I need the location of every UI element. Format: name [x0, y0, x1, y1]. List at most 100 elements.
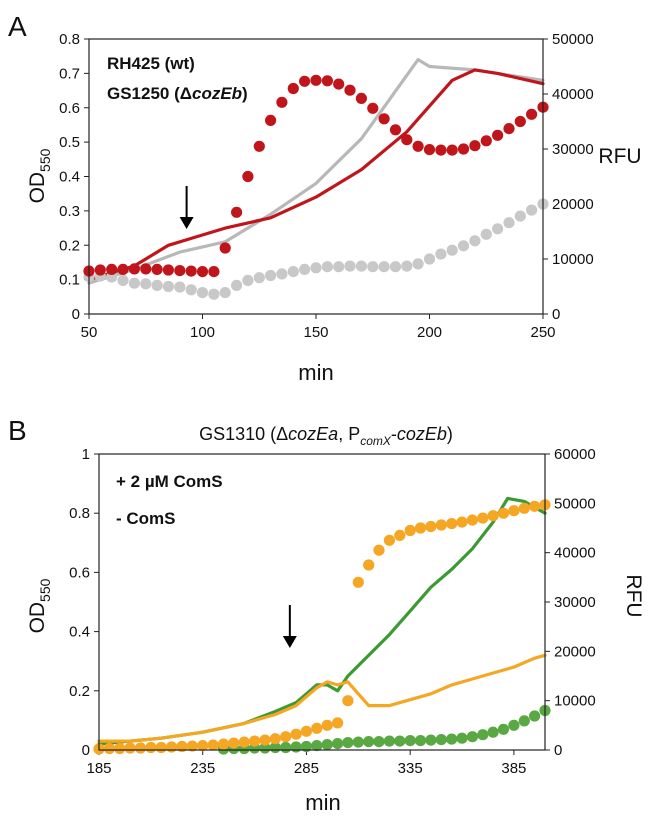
data-point — [466, 514, 478, 526]
data-point — [333, 261, 345, 273]
panel-b-legend-no-coms: - ComS — [116, 509, 176, 528]
data-point — [321, 261, 333, 273]
panel-b-legend-coms: + 2 µM ComS — [116, 472, 223, 491]
data-point — [514, 115, 526, 128]
data-point — [117, 274, 129, 286]
data-point — [242, 274, 254, 286]
data-point — [425, 520, 437, 533]
data-point — [265, 269, 277, 282]
data-point — [208, 266, 220, 278]
x-tick-label: 250 — [530, 324, 555, 341]
data-point — [196, 287, 209, 299]
data-point — [529, 500, 541, 512]
y2-tick-label: 0 — [554, 742, 562, 759]
data-point — [383, 735, 395, 747]
data-point — [414, 735, 427, 747]
data-point — [300, 740, 312, 753]
data-point — [321, 739, 333, 751]
data-point — [238, 736, 250, 748]
y2-tick-label: 40000 — [552, 86, 594, 103]
data-point — [310, 262, 322, 274]
series-points-2 — [217, 704, 551, 755]
data-point — [219, 242, 231, 254]
y2-tick-label: 20000 — [554, 643, 596, 660]
data-point — [128, 263, 140, 275]
data-point — [269, 733, 281, 745]
data-point — [423, 144, 436, 156]
data-point — [477, 512, 489, 524]
y2-tick-label: 0 — [552, 306, 560, 323]
data-point — [508, 719, 520, 731]
arrow-head — [282, 636, 297, 648]
data-point — [412, 258, 424, 270]
y-tick-label: 0.4 — [69, 624, 90, 641]
series-line-0 — [87, 57, 545, 285]
data-point — [518, 502, 530, 514]
panel-b-ticks: 185 235 285 335 385 0 0.2 0.4 0.6 0.8 1 0 10000 20000… — [69, 446, 596, 777]
data-point — [259, 734, 271, 746]
y-tick-label: 0.7 — [59, 65, 80, 82]
data-point — [378, 261, 390, 273]
data-point — [290, 741, 302, 753]
data-point — [383, 534, 395, 546]
data-point — [435, 734, 447, 746]
data-point — [185, 265, 197, 277]
data-point — [103, 742, 115, 755]
data-point — [280, 741, 292, 754]
y-tick-label: 0.3 — [59, 203, 80, 220]
y2-tick-label: 40000 — [554, 545, 596, 562]
data-point — [363, 736, 375, 748]
panel-a-legend-wt: RH425 (wt) — [107, 54, 195, 73]
data-point — [412, 140, 424, 152]
panel-b-xlabel: min — [305, 790, 340, 815]
arrow-head — [179, 217, 194, 229]
data-point — [321, 75, 333, 87]
data-point — [526, 204, 538, 216]
y-tick-label: 0.6 — [59, 100, 80, 117]
data-point — [404, 524, 416, 537]
data-point — [503, 217, 515, 229]
series-points-2 — [83, 198, 549, 300]
data-point — [352, 576, 364, 588]
data-point — [414, 522, 427, 534]
data-point — [176, 740, 188, 753]
data-point — [394, 529, 406, 542]
data-point — [162, 280, 174, 293]
panel-b-title: GS1310 (ΔcozEa, PcomX-cozEb) — [199, 424, 453, 448]
data-point — [299, 263, 311, 275]
y2-tick-label: 20000 — [552, 196, 594, 213]
data-point — [290, 728, 302, 740]
data-point — [140, 278, 152, 290]
panel-a-letter: A — [8, 11, 27, 42]
panel-b-legend: + 2 µM ComS - ComS — [116, 472, 223, 528]
data-point — [508, 505, 520, 517]
data-point — [196, 266, 209, 278]
panel-b-series — [93, 496, 551, 755]
data-point — [469, 235, 481, 247]
data-point — [228, 737, 240, 749]
data-point — [166, 741, 178, 753]
y-tick-label: 0.8 — [59, 31, 80, 48]
data-point — [492, 129, 504, 141]
y2-tick-label: 10000 — [552, 251, 594, 268]
data-point — [435, 144, 447, 156]
panel-a-legend: RH425 (wt) GS1250 (ΔcozEb) — [107, 54, 248, 103]
y-tick-label: 0.5 — [59, 134, 80, 151]
data-point — [117, 263, 129, 275]
panel-a-legend-mutant: GS1250 (ΔcozEb) — [107, 84, 248, 103]
data-point — [174, 265, 186, 277]
data-point — [389, 124, 402, 136]
data-point — [321, 719, 333, 731]
y2-tick-label: 60000 — [554, 446, 596, 463]
panel-b-letter: B — [8, 415, 27, 446]
data-point — [208, 288, 220, 300]
data-point — [423, 253, 436, 265]
y-tick-label: 0.2 — [69, 683, 90, 700]
y2-tick-label: 30000 — [554, 594, 596, 611]
y2-tick-label: 50000 — [552, 31, 594, 48]
data-point — [106, 263, 118, 275]
data-point — [124, 742, 136, 754]
panel-b-ylabel: OD550 — [26, 578, 53, 633]
data-point — [404, 735, 416, 747]
data-point — [197, 740, 209, 752]
